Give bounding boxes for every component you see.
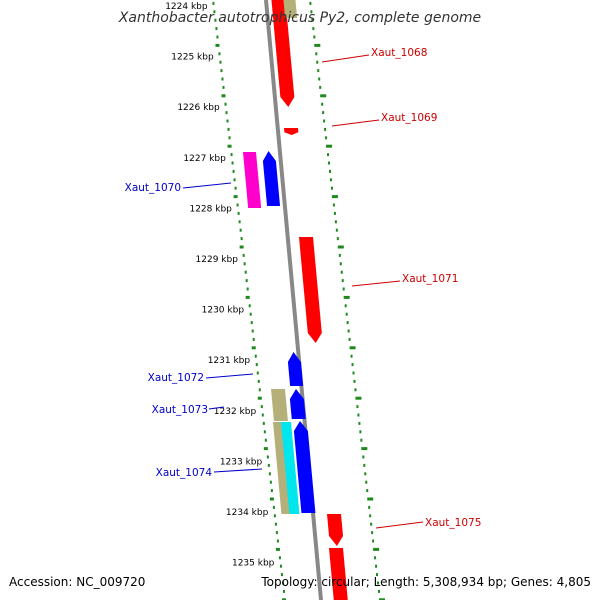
gene-xaut-1075: [327, 514, 344, 546]
kbp-label: 1231 kbp: [208, 356, 251, 366]
gene-label-xaut-1075[interactable]: Xaut_1075: [425, 517, 481, 529]
gene-red-bottom: [329, 548, 348, 600]
gene-xaut-1071: [299, 237, 322, 343]
leader-line: [321, 54, 370, 63]
leader-line: [208, 406, 225, 410]
kbp-label: 1230 kbp: [202, 306, 245, 316]
gene-xaut-1073-olive: [271, 389, 288, 421]
gene-xaut-1074: [293, 421, 316, 513]
gene-xaut-1073: [289, 389, 306, 419]
accession-text: Accession: NC_009720: [9, 575, 146, 589]
gene-labels: Xaut_1068 Xaut_1069 Xaut_1070 Xaut_1071 Xaut…: [125, 47, 482, 529]
gene-label-xaut-1073[interactable]: Xaut_1073: [152, 404, 208, 416]
gene-xaut-1074-olive: [273, 422, 292, 514]
genes: [243, 0, 348, 600]
kbp-label: 1235 kbp: [232, 559, 275, 569]
leader-line: [213, 468, 263, 473]
kbp-label: 1225 kbp: [171, 53, 214, 63]
leader-line: [182, 182, 232, 189]
topology-text: Topology: circular; Length: 5,308,934 bp…: [261, 575, 591, 589]
gene-xaut-1068: [271, 0, 295, 107]
map-title: Xanthobacter autotrophicus Py2, complete…: [118, 10, 482, 26]
leader-line: [205, 373, 254, 379]
leader-line: [331, 119, 380, 127]
kbp-label: 1233 kbp: [220, 457, 263, 467]
gene-xaut-1069: [284, 128, 299, 135]
kbp-label: 1229 kbp: [196, 255, 239, 265]
kbp-label: 1226 kbp: [177, 103, 220, 113]
kbp-label: 1232 kbp: [214, 407, 257, 417]
kbp-label: 1224 kbp: [165, 2, 208, 12]
leader-line: [375, 521, 424, 529]
gene-label-xaut-1068[interactable]: Xaut_1068: [371, 47, 427, 59]
kbp-label: 1227 kbp: [183, 154, 226, 164]
gene-xaut-1072: [287, 352, 304, 386]
gene-olive-top: [283, 0, 298, 18]
leader-line: [351, 280, 401, 287]
kbp-label: 1234 kbp: [226, 508, 269, 518]
gene-xaut-1070-magenta: [243, 152, 262, 208]
gene-xaut-1070: [262, 151, 281, 206]
gene-label-xaut-1069[interactable]: Xaut_1069: [381, 112, 437, 124]
gene-label-xaut-1074[interactable]: Xaut_1074: [156, 467, 213, 479]
gene-xaut-1074-cyan: [281, 422, 300, 514]
gene-label-xaut-1072[interactable]: Xaut_1072: [148, 372, 204, 384]
kbp-label: 1228 kbp: [189, 204, 232, 214]
kbp-labels: 1224 kbp 1225 kbp 1226 kbp 1227 kbp 1228 kbp…: [165, 2, 274, 569]
gene-label-xaut-1070[interactable]: Xaut_1070: [125, 182, 181, 194]
gene-label-xaut-1071[interactable]: Xaut_1071: [402, 273, 458, 285]
